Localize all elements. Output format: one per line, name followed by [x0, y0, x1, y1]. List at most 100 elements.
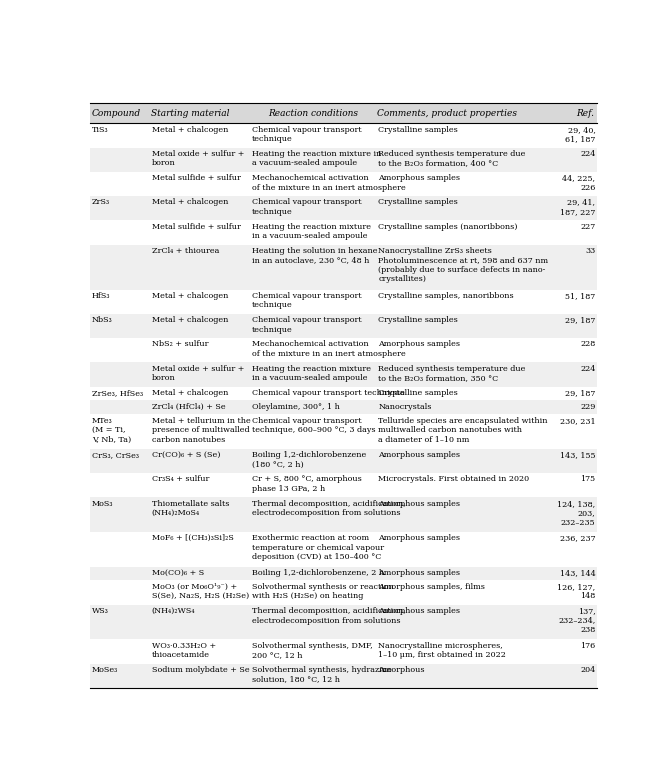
Text: ZrS₃: ZrS₃ — [92, 198, 110, 206]
Text: 44, 225,
226: 44, 225, 226 — [562, 174, 595, 191]
Text: 227: 227 — [580, 223, 595, 231]
Text: 229: 229 — [580, 403, 595, 411]
Text: Reaction conditions: Reaction conditions — [268, 108, 358, 117]
Text: MoSe₃: MoSe₃ — [92, 666, 118, 674]
Text: ZrSe₃, HfSe₃: ZrSe₃, HfSe₃ — [92, 389, 143, 397]
Text: Chemical vapour transport
technique: Chemical vapour transport technique — [252, 292, 361, 310]
Text: Metal + chalcogen: Metal + chalcogen — [152, 389, 228, 397]
Text: Ref.: Ref. — [576, 108, 595, 117]
Text: Heating the solution in hexane
in an autoclave, 230 °C, 48 h: Heating the solution in hexane in an aut… — [252, 247, 377, 265]
Bar — [90, 532, 597, 566]
Text: 175: 175 — [580, 475, 595, 483]
Text: 124, 138,
203,
232–235: 124, 138, 203, 232–235 — [557, 499, 595, 527]
Bar — [90, 244, 597, 289]
Text: TiS₃: TiS₃ — [92, 126, 109, 134]
Text: Nanocrystals: Nanocrystals — [378, 403, 432, 411]
Bar — [90, 640, 597, 664]
Text: 29, 187: 29, 187 — [565, 316, 595, 324]
Text: Chemical vapour transport
technique: Chemical vapour transport technique — [252, 198, 361, 216]
Text: Amorphous samples: Amorphous samples — [378, 499, 460, 508]
Text: Cr + S, 800 °C, amorphous
phase 13 GPa, 2 h: Cr + S, 800 °C, amorphous phase 13 GPa, … — [252, 475, 361, 493]
Bar — [90, 497, 597, 532]
Text: 126, 127,
148: 126, 127, 148 — [557, 583, 595, 601]
Text: 204: 204 — [580, 666, 595, 674]
Text: Compound: Compound — [92, 108, 140, 117]
Bar — [90, 605, 597, 640]
Text: Crystalline samples: Crystalline samples — [378, 126, 458, 134]
Bar — [90, 172, 597, 196]
Text: Boiling 1,2-dichlorobenzene
(180 °C, 2 h): Boiling 1,2-dichlorobenzene (180 °C, 2 h… — [252, 451, 366, 469]
Text: 137,
232–234,
238: 137, 232–234, 238 — [558, 607, 595, 634]
Bar — [90, 387, 597, 401]
Text: 33: 33 — [585, 247, 595, 255]
Text: Crystalline samples: Crystalline samples — [378, 198, 458, 206]
Bar — [90, 220, 597, 244]
Text: Mechanochemical activation
of the mixture in an inert atmosphere: Mechanochemical activation of the mixtur… — [252, 340, 405, 358]
Text: Metal + tellurium in the
presence of multiwalled
carbon nanotubes: Metal + tellurium in the presence of mul… — [152, 417, 250, 443]
Text: 176: 176 — [580, 642, 595, 650]
Bar — [90, 338, 597, 363]
Bar — [90, 664, 597, 688]
Text: 29, 187: 29, 187 — [565, 389, 595, 397]
Text: Metal + chalcogen: Metal + chalcogen — [152, 198, 228, 206]
Text: Boiling 1,2-dichlorobenzene, 2 h: Boiling 1,2-dichlorobenzene, 2 h — [252, 569, 384, 576]
Text: 143, 144: 143, 144 — [560, 569, 595, 576]
Bar — [90, 148, 597, 172]
Text: NbS₂ + sulfur: NbS₂ + sulfur — [152, 340, 208, 349]
Text: (NH₄)₂WS₄: (NH₄)₂WS₄ — [152, 607, 195, 615]
Text: 29, 40,
61, 187: 29, 40, 61, 187 — [565, 126, 595, 143]
Text: Solvothermal synthesis, DMF,
200 °C, 12 h: Solvothermal synthesis, DMF, 200 °C, 12 … — [252, 642, 373, 659]
Text: 224: 224 — [580, 150, 595, 158]
Text: Cr₃S₄ + sulfur: Cr₃S₄ + sulfur — [152, 475, 209, 483]
Text: MoO₃ (or Mo₆O¹₉⁻) +
S(Se), Na₂S, H₂S (H₂Se): MoO₃ (or Mo₆O¹₉⁻) + S(Se), Na₂S, H₂S (H₂… — [152, 583, 249, 601]
Text: Telluride species are encapsulated within
multiwalled carbon nanotubes with
a di: Telluride species are encapsulated withi… — [378, 417, 548, 443]
Bar — [90, 415, 597, 449]
Text: WO₃·0.33H₂O +
thioacetamide: WO₃·0.33H₂O + thioacetamide — [152, 642, 216, 659]
Text: WS₃: WS₃ — [92, 607, 109, 615]
Text: 51, 187: 51, 187 — [565, 292, 595, 300]
Text: 230, 231: 230, 231 — [560, 417, 595, 425]
Text: Amorphous samples: Amorphous samples — [378, 607, 460, 615]
Text: 143, 155: 143, 155 — [560, 451, 595, 459]
Text: Nanocrystalline ZrS₃ sheets
Photoluminescence at rt, 598 and 637 nm
(probably du: Nanocrystalline ZrS₃ sheets Photolumines… — [378, 247, 548, 283]
Text: 29, 41,
187, 227: 29, 41, 187, 227 — [560, 198, 595, 216]
Text: Metal sulfide + sulfur: Metal sulfide + sulfur — [152, 174, 240, 182]
Text: Crystalline samples: Crystalline samples — [378, 389, 458, 397]
Text: Metal + chalcogen: Metal + chalcogen — [152, 292, 228, 300]
Text: Metal + chalcogen: Metal + chalcogen — [152, 316, 228, 324]
Bar — [90, 124, 597, 148]
Text: Amorphous samples: Amorphous samples — [378, 174, 460, 182]
Bar — [90, 580, 597, 605]
Text: MoF₆ + [(CH₃)₃Si]₂S: MoF₆ + [(CH₃)₃Si]₂S — [152, 534, 234, 542]
Text: Starting material: Starting material — [151, 108, 230, 117]
Text: Cr(CO)₆ + S (Se): Cr(CO)₆ + S (Se) — [152, 451, 220, 459]
Text: Amorphous: Amorphous — [378, 666, 425, 674]
Text: MoS₃: MoS₃ — [92, 499, 114, 508]
Text: Microcrystals. First obtained in 2020: Microcrystals. First obtained in 2020 — [378, 475, 530, 483]
Text: Amorphous samples, films: Amorphous samples, films — [378, 583, 485, 591]
Text: Comments, product properties: Comments, product properties — [377, 108, 517, 117]
Bar — [90, 449, 597, 473]
Text: Thiometallate salts
(NH₄)₂MoS₄: Thiometallate salts (NH₄)₂MoS₄ — [152, 499, 229, 517]
Text: Reduced synthesis temperature due
to the B₂O₃ formation, 400 °C: Reduced synthesis temperature due to the… — [378, 150, 526, 167]
Bar — [90, 289, 597, 314]
Text: ZrCl₄ (HfCl₄) + Se: ZrCl₄ (HfCl₄) + Se — [152, 403, 226, 411]
Text: Exothermic reaction at room
temperature or chemical vapour
deposition (CVD) at 1: Exothermic reaction at room temperature … — [252, 534, 384, 561]
Text: Metal sulfide + sulfur: Metal sulfide + sulfur — [152, 223, 240, 231]
Text: CrS₃, CrSe₃: CrS₃, CrSe₃ — [92, 451, 139, 459]
Text: Crystalline samples: Crystalline samples — [378, 316, 458, 324]
Text: Amorphous samples: Amorphous samples — [378, 340, 460, 349]
Text: Solvothermal synthesis or reaction
with H₂S (H₂Se) on heating: Solvothermal synthesis or reaction with … — [252, 583, 393, 601]
Bar — [90, 401, 597, 415]
Text: HfS₃: HfS₃ — [92, 292, 110, 300]
Bar — [90, 473, 597, 497]
Text: Amorphous samples: Amorphous samples — [378, 534, 460, 542]
Text: 236, 237: 236, 237 — [560, 534, 595, 542]
Bar — [90, 363, 597, 387]
Bar — [90, 196, 597, 220]
Text: Chemical vapour transport
technique: Chemical vapour transport technique — [252, 126, 361, 143]
Text: Metal + chalcogen: Metal + chalcogen — [152, 126, 228, 134]
Text: 224: 224 — [580, 365, 595, 373]
Text: Metal oxide + sulfur +
boron: Metal oxide + sulfur + boron — [152, 365, 244, 382]
Text: Heating the reaction mixture
in a vacuum-sealed ampoule: Heating the reaction mixture in a vacuum… — [252, 223, 371, 240]
